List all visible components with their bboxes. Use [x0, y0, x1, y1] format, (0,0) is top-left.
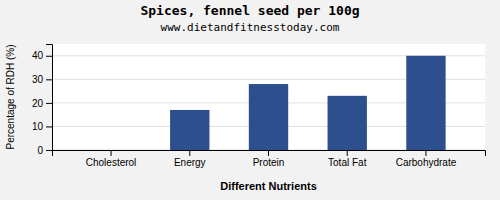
grid	[52, 56, 485, 150]
y-tick: 40	[32, 50, 52, 61]
bar	[91, 150, 130, 151]
bar	[406, 56, 445, 150]
x-tick: Carbohydrate	[396, 150, 457, 168]
y-tick-mark	[46, 103, 52, 104]
y-tick-mark	[46, 79, 52, 80]
chart: Spices, fennel seed per 100g www.dietandf…	[0, 0, 500, 200]
y-axis-title: Percentage of RDH (%)	[5, 44, 16, 149]
x-tick-label: Cholesterol	[86, 157, 137, 168]
y-tick: 0	[37, 145, 52, 156]
subtitle: www.dietandfitnesstoday.com	[161, 21, 340, 34]
x-tick: Cholesterol	[86, 150, 137, 168]
x-axis-title: Different Nutrients	[220, 180, 317, 192]
x-tick-label: Protein	[253, 157, 285, 168]
y-tick: 30	[32, 74, 52, 85]
plot: 0 10 20 30 40 Cholesterol Energy Protein Total F…	[32, 44, 486, 168]
bar	[170, 110, 209, 150]
x-axis-line	[53, 151, 486, 157]
x-axis: Cholesterol Energy Protein Total Fat Carbohy…	[53, 150, 486, 168]
x-tick-mark	[347, 150, 348, 156]
bar	[249, 84, 288, 150]
y-tick-label: 20	[32, 98, 44, 109]
y-tick-mark	[46, 56, 52, 57]
y-axis: 0 10 20 30 40	[32, 45, 53, 156]
y-tick-label: 10	[32, 121, 44, 132]
y-tick-mark	[46, 150, 52, 151]
y-tick: 10	[32, 121, 52, 132]
bars	[170, 56, 446, 150]
y-tick-label: 40	[32, 50, 44, 61]
plot-background	[52, 44, 485, 150]
y-tick-label: 0	[37, 145, 43, 156]
y-axis-line	[46, 45, 53, 151]
x-tick: Protein	[253, 150, 285, 168]
x-tick-mark	[111, 150, 112, 156]
x-tick-mark	[425, 150, 426, 156]
y-tick: 20	[32, 98, 52, 109]
y-tick-mark	[46, 126, 52, 127]
x-tick-label: Energy	[174, 157, 206, 168]
x-tick-mark	[189, 150, 190, 156]
bar	[328, 96, 367, 150]
y-tick-label: 30	[32, 74, 44, 85]
x-tick: Total Fat	[328, 150, 367, 168]
title: Spices, fennel seed per 100g	[140, 3, 359, 18]
x-tick: Energy	[174, 150, 206, 168]
x-tick-label: Total Fat	[328, 157, 367, 168]
x-tick-label: Carbohydrate	[396, 157, 457, 168]
x-tick-mark	[268, 150, 269, 156]
